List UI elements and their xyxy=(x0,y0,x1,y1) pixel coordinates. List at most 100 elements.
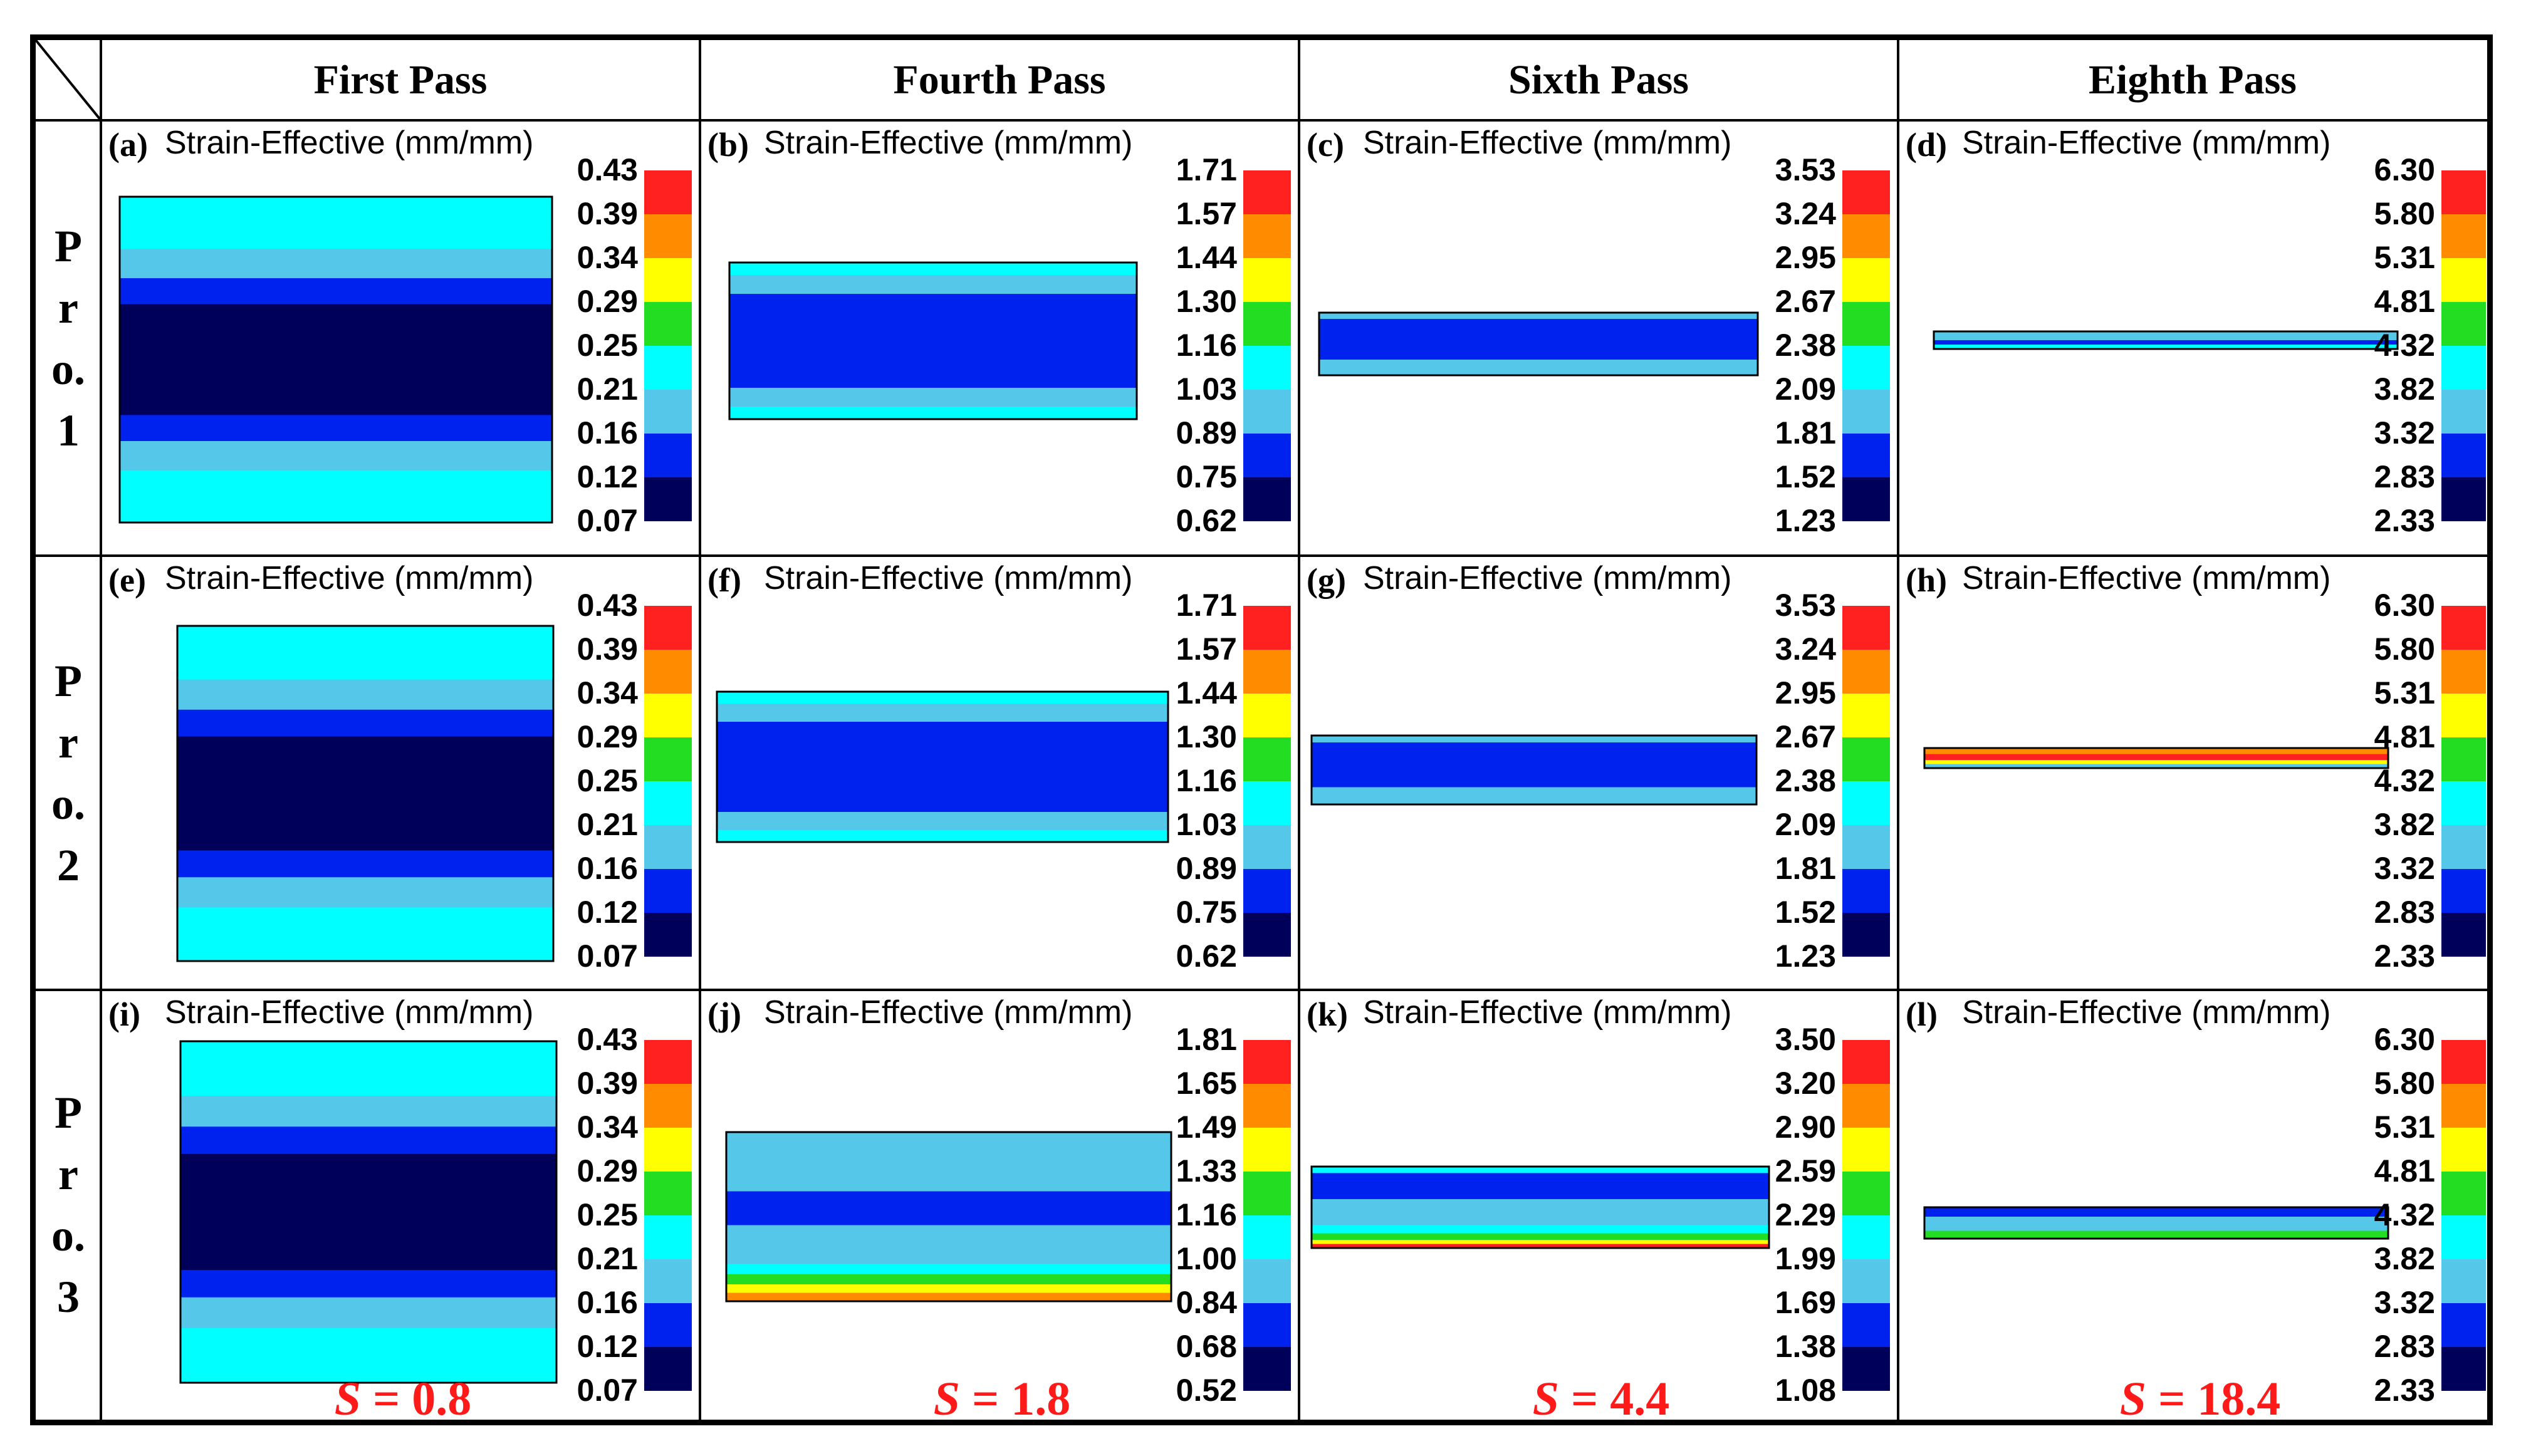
strain-band xyxy=(177,626,553,680)
colorbar-tick-label: 2.38 xyxy=(1775,328,1836,363)
strain-band xyxy=(717,829,1168,843)
colorbar-tick-label: 0.16 xyxy=(577,1285,638,1320)
colorbar-tick-label: 0.68 xyxy=(1176,1329,1237,1364)
strain-band xyxy=(726,1274,1171,1285)
colorbar-tick-label: 0.12 xyxy=(577,1329,638,1364)
colorbar-tick-label: 2.83 xyxy=(2374,895,2435,930)
colorbar-tick-label: 0.25 xyxy=(577,328,638,363)
colorbar-tick-label: 4.81 xyxy=(2374,719,2435,754)
figure-panel: (k) Strain-Effective (mm/mm) 3.50 3.20 2.90 2… xyxy=(1300,991,1897,1418)
colorbar xyxy=(1842,170,1890,521)
colorbar-swatch xyxy=(1243,737,1291,781)
colorbar-swatch xyxy=(644,650,692,694)
strain-band xyxy=(726,1191,1171,1225)
strain-band xyxy=(120,415,552,442)
colorbar-tick-label: 0.62 xyxy=(1176,939,1237,974)
colorbar-tick-label: 0.39 xyxy=(577,632,638,667)
strain-band xyxy=(726,1292,1171,1302)
colorbar-tick-label: 2.38 xyxy=(1775,763,1836,798)
colorbar-tick-label: 2.33 xyxy=(2374,939,2435,974)
colorbar-tick-label: 1.30 xyxy=(1176,719,1237,754)
colorbar-tick-label: 2.33 xyxy=(2374,1373,2435,1408)
colorbar-tick-label: 1.49 xyxy=(1176,1110,1237,1145)
colorbar-swatch xyxy=(644,170,692,214)
colorbar-tick-label: 1.23 xyxy=(1775,503,1836,538)
colorbar-swatch xyxy=(2441,346,2486,390)
column-header: Fourth Pass xyxy=(893,57,1106,103)
colorbar-tick-label: 6.30 xyxy=(2374,152,2435,187)
colorbar-tick-label: 3.32 xyxy=(2374,1285,2435,1320)
strain-band xyxy=(729,407,1137,420)
colorbar-swatch xyxy=(644,390,692,434)
colorbar-tick-label: 3.50 xyxy=(1775,1022,1836,1057)
s-value: = 1.8 xyxy=(959,1373,1071,1418)
colorbar-tick-label: 0.34 xyxy=(577,675,638,710)
corner-diagonal-line xyxy=(36,40,101,120)
colorbar-tick-label: 4.81 xyxy=(2374,284,2435,319)
colorbar-tick-label: 6.30 xyxy=(2374,588,2435,623)
colorbar xyxy=(1243,170,1291,521)
strain-band xyxy=(120,197,552,249)
colorbar-swatch xyxy=(1842,913,1890,957)
row-header-line: r xyxy=(58,1149,78,1199)
strain-band xyxy=(1312,1225,1769,1234)
strain-band xyxy=(1312,1233,1769,1240)
specimen-contour xyxy=(118,195,553,524)
panel-title: Strain-Effective (mm/mm) xyxy=(764,125,1133,161)
colorbar-swatch xyxy=(2441,258,2486,302)
colorbar-swatch xyxy=(1842,606,1890,650)
figure-panel: (j) Strain-Effective (mm/mm) 1.81 1.65 1.49 1… xyxy=(701,991,1298,1418)
colorbar-tick-label: 1.30 xyxy=(1176,284,1237,319)
colorbar-tick-label: 0.43 xyxy=(577,152,638,187)
figure-panel: (c) Strain-Effective (mm/mm) 3.53 3.24 2.95 2… xyxy=(1300,122,1897,554)
strain-band xyxy=(177,679,553,710)
colorbar-swatch xyxy=(2441,477,2486,521)
colorbar-swatch xyxy=(1243,302,1291,346)
strain-band xyxy=(1312,742,1756,788)
colorbar-swatch xyxy=(2441,170,2486,214)
figure-panel: (a) Strain-Effective (mm/mm) 0.43 0.39 0.34 0… xyxy=(102,122,699,554)
colorbar-swatch xyxy=(1842,694,1890,737)
colorbar-tick-label: 4.32 xyxy=(2374,328,2435,363)
colorbar-tick-label: 2.09 xyxy=(1775,372,1836,407)
colorbar xyxy=(644,170,692,521)
colorbar-swatch xyxy=(1243,346,1291,390)
colorbar-swatch xyxy=(1243,214,1291,258)
figure-panel: (f) Strain-Effective (mm/mm) 1.71 1.57 1.44 1… xyxy=(701,557,1298,989)
specimen-outline xyxy=(728,261,1138,420)
strain-band xyxy=(1312,787,1756,805)
strain-band xyxy=(180,1153,556,1271)
strain-band xyxy=(717,812,1168,831)
colorbar-tick-label: 3.53 xyxy=(1775,588,1836,623)
colorbar-swatch xyxy=(1842,1084,1890,1128)
colorbar-swatch xyxy=(2441,1215,2486,1259)
colorbar-tick-label: 0.29 xyxy=(577,284,638,319)
colorbar-swatch xyxy=(2441,390,2486,434)
colorbar-swatch xyxy=(644,781,692,825)
panel-title: Strain-Effective (mm/mm) xyxy=(1363,560,1732,596)
specimen-contour xyxy=(1923,747,2389,769)
strain-band xyxy=(1924,760,2388,765)
colorbar-swatch xyxy=(1842,258,1890,302)
colorbar-swatch xyxy=(644,913,692,957)
colorbar-tick-label: 1.16 xyxy=(1176,1197,1237,1232)
colorbar-tick-label: 0.39 xyxy=(577,196,638,231)
colorbar-swatch xyxy=(644,477,692,521)
specimen-contour xyxy=(1310,734,1758,806)
colorbar-tick-label: 0.34 xyxy=(577,1110,638,1145)
colorbar-swatch xyxy=(2441,825,2486,869)
colorbar-swatch xyxy=(644,302,692,346)
panel-tag: (e) xyxy=(108,561,146,599)
colorbar-tick-label: 0.07 xyxy=(577,503,638,538)
strain-band xyxy=(1312,736,1756,743)
strain-band xyxy=(1924,754,2388,761)
colorbar xyxy=(1842,1040,1890,1391)
strain-band xyxy=(120,470,552,523)
colorbar-swatch xyxy=(1842,650,1890,694)
grid-hline xyxy=(36,119,2487,122)
strain-band xyxy=(177,907,553,962)
strain-band xyxy=(180,1297,556,1329)
strain-band xyxy=(1934,345,2398,350)
colorbar-swatch xyxy=(1243,1128,1291,1172)
